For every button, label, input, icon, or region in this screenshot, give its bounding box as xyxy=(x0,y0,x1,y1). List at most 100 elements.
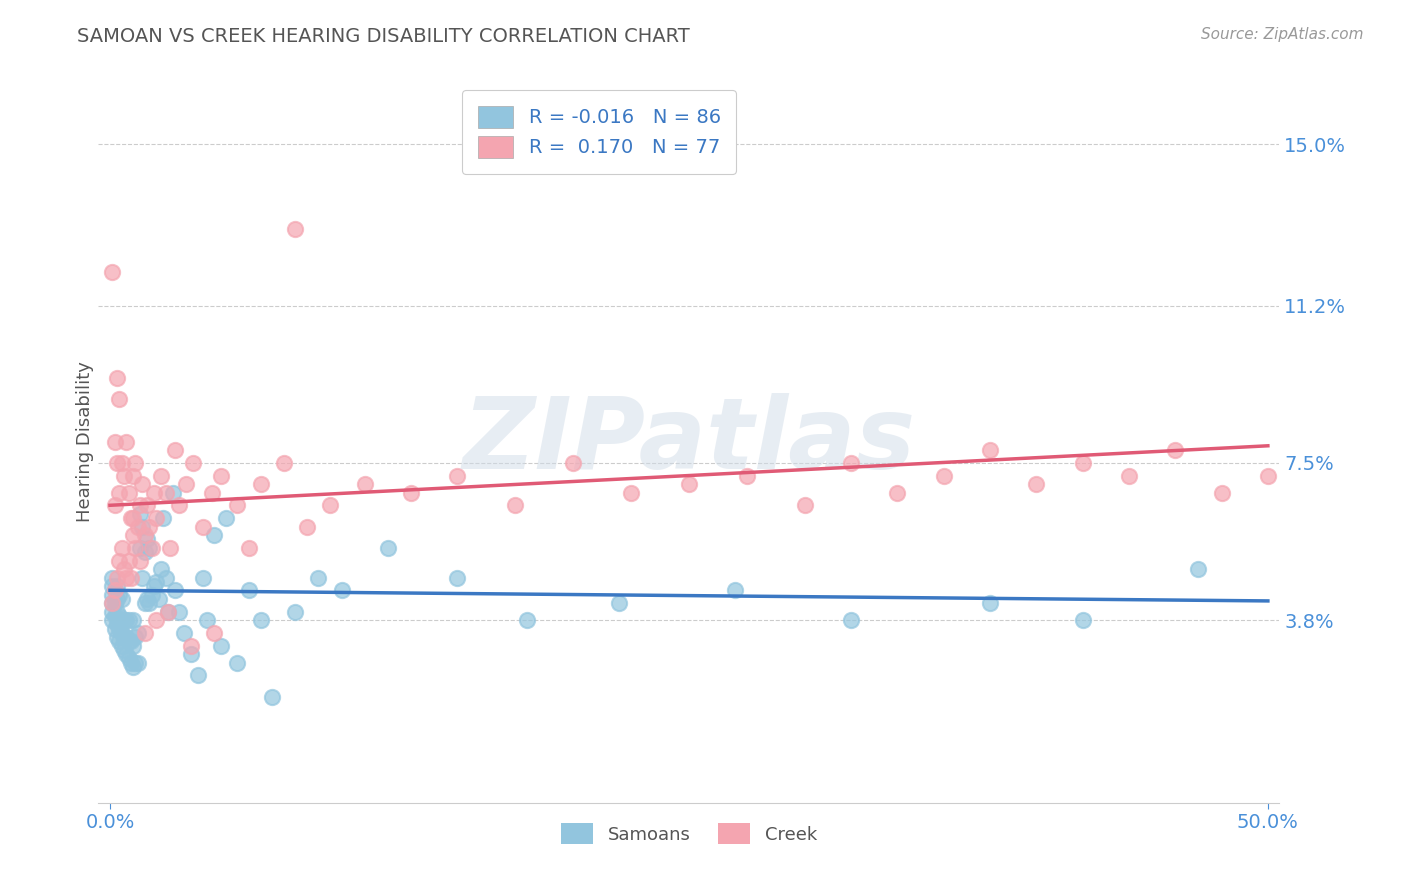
Point xyxy=(120,634,142,648)
Point xyxy=(215,511,238,525)
Point xyxy=(238,583,260,598)
Point xyxy=(112,613,135,627)
Point xyxy=(105,591,128,606)
Point xyxy=(115,434,138,449)
Point xyxy=(131,477,153,491)
Point xyxy=(562,456,585,470)
Point xyxy=(176,477,198,491)
Point xyxy=(122,660,145,674)
Point xyxy=(145,511,167,525)
Point xyxy=(104,608,127,623)
Point xyxy=(129,498,152,512)
Point xyxy=(1211,485,1233,500)
Point xyxy=(117,634,139,648)
Point xyxy=(169,605,191,619)
Point xyxy=(1187,562,1209,576)
Text: Source: ZipAtlas.com: Source: ZipAtlas.com xyxy=(1201,27,1364,42)
Point xyxy=(262,690,284,704)
Point xyxy=(209,639,232,653)
Point xyxy=(793,498,815,512)
Point xyxy=(120,656,142,670)
Point xyxy=(141,541,163,555)
Point xyxy=(1164,443,1187,458)
Point xyxy=(115,570,138,584)
Point xyxy=(1257,468,1279,483)
Point xyxy=(735,468,758,483)
Point xyxy=(105,630,128,644)
Point xyxy=(138,541,160,555)
Point xyxy=(108,608,131,623)
Point xyxy=(191,570,214,584)
Point xyxy=(249,613,271,627)
Point xyxy=(932,468,955,483)
Point xyxy=(226,656,249,670)
Point xyxy=(183,456,205,470)
Point xyxy=(120,570,142,584)
Point xyxy=(143,579,166,593)
Point xyxy=(446,468,468,483)
Point xyxy=(104,434,127,449)
Point xyxy=(120,511,142,525)
Point xyxy=(134,625,156,640)
Point xyxy=(110,625,132,640)
Point xyxy=(273,456,295,470)
Point xyxy=(115,613,138,627)
Point xyxy=(1071,613,1094,627)
Point xyxy=(129,541,152,555)
Point xyxy=(122,468,145,483)
Point xyxy=(134,545,156,559)
Point xyxy=(105,617,128,632)
Point xyxy=(141,588,163,602)
Point xyxy=(180,639,202,653)
Point xyxy=(117,651,139,665)
Point xyxy=(127,625,149,640)
Point xyxy=(105,371,128,385)
Point xyxy=(112,630,135,644)
Point xyxy=(134,528,156,542)
Point xyxy=(143,485,166,500)
Point xyxy=(238,541,260,555)
Point xyxy=(101,570,124,584)
Point xyxy=(516,613,538,627)
Point xyxy=(112,468,135,483)
Point xyxy=(104,596,127,610)
Point xyxy=(129,507,152,521)
Point xyxy=(108,485,131,500)
Point xyxy=(127,519,149,533)
Point xyxy=(226,498,249,512)
Legend: Samoans, Creek: Samoans, Creek xyxy=(554,816,824,852)
Point xyxy=(377,541,399,555)
Point xyxy=(201,485,224,500)
Point xyxy=(105,570,128,584)
Point xyxy=(101,596,124,610)
Point xyxy=(173,625,195,640)
Point xyxy=(195,613,218,627)
Point xyxy=(138,596,160,610)
Point xyxy=(131,570,153,584)
Point xyxy=(156,605,179,619)
Point xyxy=(307,570,329,584)
Point xyxy=(122,613,145,627)
Point xyxy=(104,498,127,512)
Point xyxy=(101,579,124,593)
Point xyxy=(122,639,145,653)
Point xyxy=(839,613,862,627)
Point xyxy=(163,583,186,598)
Point xyxy=(136,533,159,547)
Point xyxy=(110,591,132,606)
Point xyxy=(145,574,167,589)
Point xyxy=(104,622,127,636)
Point xyxy=(839,456,862,470)
Point xyxy=(202,528,225,542)
Point xyxy=(101,596,124,610)
Point xyxy=(104,583,127,598)
Point xyxy=(124,541,146,555)
Point xyxy=(284,222,307,236)
Point xyxy=(159,541,181,555)
Point xyxy=(108,588,131,602)
Point xyxy=(108,622,131,636)
Point xyxy=(110,456,132,470)
Point xyxy=(249,477,271,491)
Point xyxy=(609,596,631,610)
Point xyxy=(124,630,146,644)
